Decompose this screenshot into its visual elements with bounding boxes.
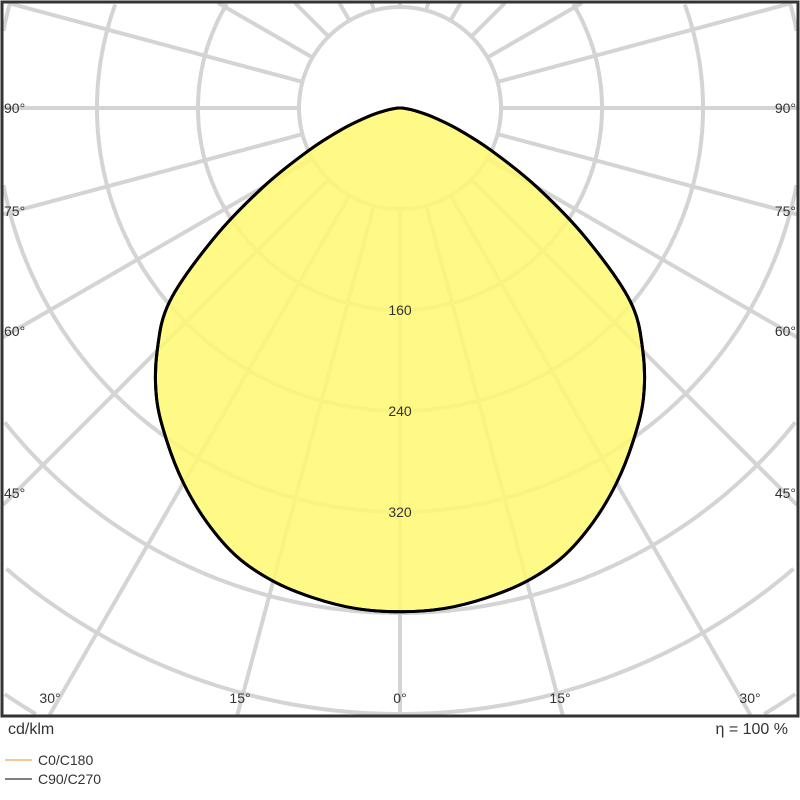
legend-label-c90: C90/C270 bbox=[38, 771, 101, 787]
grid-ring bbox=[3, 421, 797, 615]
intensity-curve bbox=[153, 106, 647, 614]
grid-ray bbox=[369, 3, 376, 11]
grid-ray bbox=[7, 3, 303, 84]
angle-label-bottom: 30° bbox=[739, 690, 760, 706]
angle-label-bottom: 0° bbox=[393, 690, 406, 706]
legend-label-c0: C0/C180 bbox=[38, 752, 93, 768]
angle-label-right: 90° bbox=[775, 100, 796, 116]
plot-frame bbox=[0, 0, 800, 718]
radial-tick-labels: 160 240 320 bbox=[388, 302, 412, 520]
grid-ray bbox=[497, 3, 793, 84]
grid-ray bbox=[448, 3, 463, 22]
grid-ray bbox=[337, 3, 352, 22]
grid-ring bbox=[3, 3, 797, 514]
grid-ray bbox=[486, 3, 583, 60]
angle-label-bottom: 15° bbox=[549, 690, 570, 706]
grid-ray bbox=[293, 3, 330, 38]
angle-label-right: 75° bbox=[775, 203, 796, 219]
grid-ray bbox=[217, 3, 314, 60]
radial-tick-label: 320 bbox=[388, 504, 412, 520]
angle-label-left: 90° bbox=[4, 100, 25, 116]
efficiency-label: η = 100 % bbox=[716, 721, 789, 738]
curve-fill bbox=[155, 108, 645, 612]
curve-c90-c270 bbox=[153, 106, 647, 614]
radial-tick-label: 160 bbox=[388, 302, 412, 318]
legend: C0/C180 C90/C270 bbox=[5, 752, 101, 787]
angle-label-left: 45° bbox=[4, 485, 25, 501]
grid-ray bbox=[424, 3, 431, 11]
grid-ring bbox=[5, 567, 795, 715]
angle-label-left: 75° bbox=[4, 203, 25, 219]
angle-label-left: 60° bbox=[4, 323, 25, 339]
angle-labels: 30° 15° 0° 15° 30° 90° 90° 75° 75° 60° 60° 45° 45° bbox=[4, 100, 796, 706]
unit-label: cd/klm bbox=[8, 721, 54, 738]
grid-ring bbox=[3, 692, 797, 715]
angle-label-right: 60° bbox=[775, 323, 796, 339]
grid-ray bbox=[497, 132, 797, 217]
radial-tick-label: 240 bbox=[388, 403, 412, 419]
grid-ray bbox=[470, 3, 507, 38]
grid-ray bbox=[3, 132, 303, 217]
angle-label-bottom: 30° bbox=[39, 690, 60, 706]
angle-label-right: 45° bbox=[775, 485, 796, 501]
angle-label-bottom: 15° bbox=[229, 690, 250, 706]
